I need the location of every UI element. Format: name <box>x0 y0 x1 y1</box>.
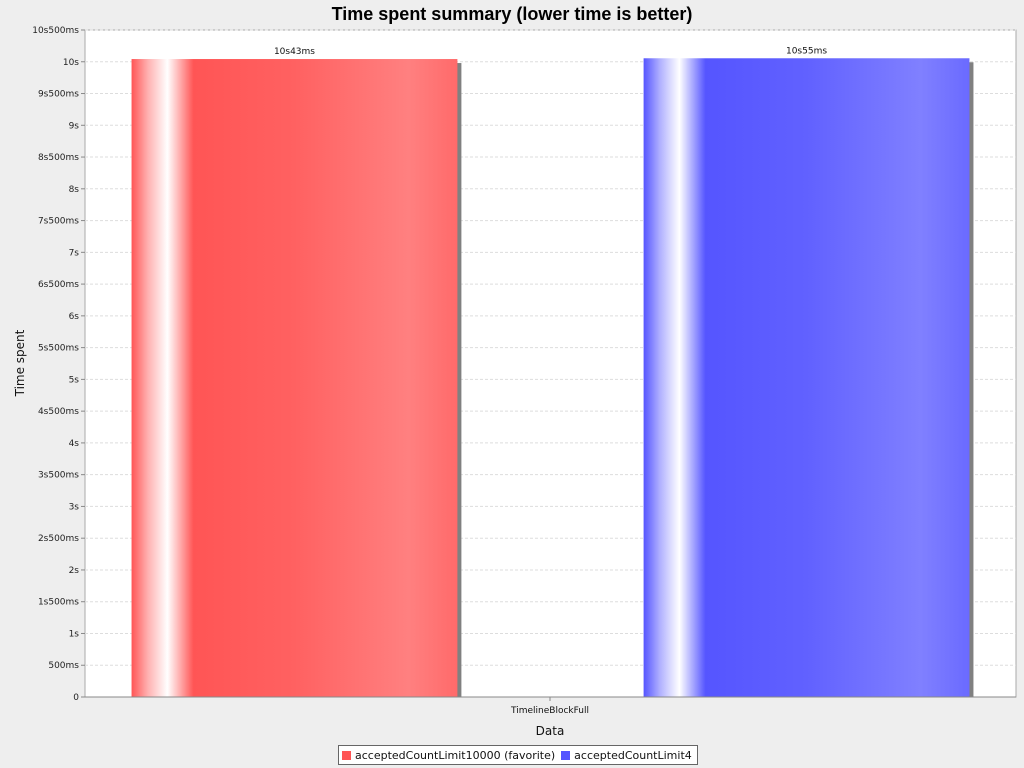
y-tick-label: 9s500ms <box>38 90 79 100</box>
y-tick-label: 8s500ms <box>38 153 79 163</box>
bar-2 <box>643 58 970 698</box>
y-tick-label: 9s <box>69 121 80 131</box>
bar-value-labels: 10s43ms 10s55ms <box>274 46 827 57</box>
category-label: TimelineBlockFull <box>510 706 589 716</box>
y-tick-label: 6s <box>69 312 80 322</box>
y-tick-label: 5s500ms <box>38 344 79 354</box>
legend-item-series-2: acceptedCountLimit4 <box>561 749 692 762</box>
y-tick-label: 7s <box>69 248 80 258</box>
chart-title: Time spent summary (lower time is better… <box>332 4 693 24</box>
legend-swatch-blue <box>561 750 571 760</box>
y-tick-label: 10s500ms <box>32 26 79 36</box>
chart: Time spent summary (lower time is better… <box>13 4 1017 738</box>
x-axis-title: Data <box>536 724 565 738</box>
y-tick-label: 5s <box>69 375 80 385</box>
y-tick-label: 3s500ms <box>38 471 79 481</box>
y-tick-label: 7s500ms <box>38 217 79 227</box>
y-tick-label: 1s500ms <box>38 598 79 608</box>
bar-value-label: 10s43ms <box>274 47 315 57</box>
y-tick-label: 4s <box>69 439 80 449</box>
bars <box>131 58 974 698</box>
y-tick-label: 500ms <box>48 661 79 671</box>
y-tick-label: 4s500ms <box>38 407 79 417</box>
y-tick-label: 8s <box>69 185 80 195</box>
y-tick-label: 0 <box>73 693 79 703</box>
legend-swatch-red <box>342 750 351 760</box>
y-tick-label: 6s500ms <box>38 280 79 290</box>
y-axis-title: Time spent <box>13 329 27 397</box>
legend: acceptedCountLimit10000 (favorite) accep… <box>338 745 698 765</box>
legend-item-series-1: acceptedCountLimit10000 (favorite) <box>342 749 555 762</box>
y-tick-label: 1s <box>69 629 80 639</box>
legend-label: acceptedCountLimit10000 (favorite) <box>355 748 556 762</box>
y-tick-label: 2s500ms <box>38 534 79 544</box>
y-tick-label: 10s <box>63 58 79 68</box>
legend-label: acceptedCountLimit4 <box>574 748 692 762</box>
y-axis-ticks: 0 500ms 1s 1s500ms 2s 2s500ms 3s 3s500ms 4s 4s500… <box>32 26 85 703</box>
y-tick-label: 2s <box>69 566 80 576</box>
bar-value-label: 10s55ms <box>786 46 827 56</box>
y-tick-label: 3s <box>69 502 80 512</box>
bar-1 <box>131 59 458 697</box>
